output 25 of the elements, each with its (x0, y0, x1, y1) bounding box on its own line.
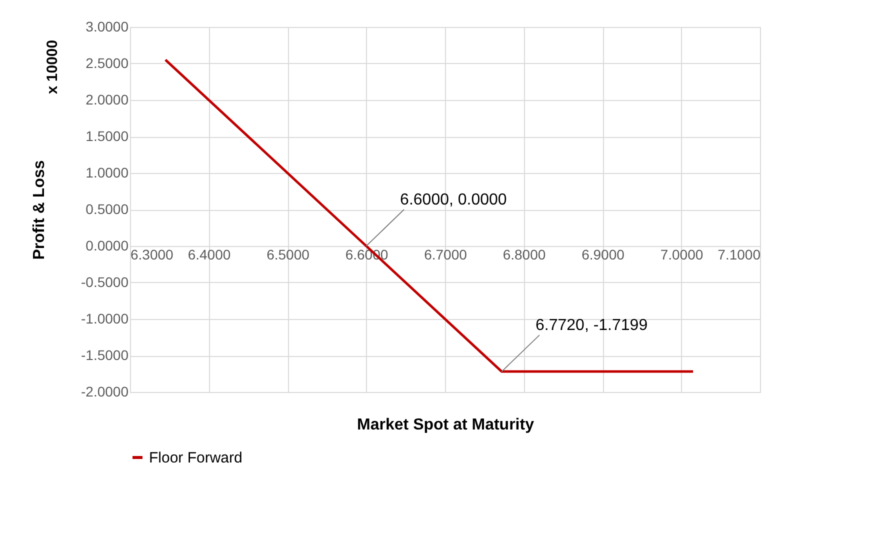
y-tick-label: -1.0000 (81, 310, 129, 326)
x-tick-label: 6.5000 (266, 246, 310, 262)
y-tick-label: 0.5000 (86, 201, 129, 217)
y-tick-label: -1.5000 (81, 347, 129, 363)
y-tick-label: 0.0000 (86, 238, 129, 254)
x-tick-label: 6.4000 (188, 246, 231, 262)
x-tick-label: 6.9000 (582, 246, 625, 262)
y-tick-label: 2.0000 (86, 92, 129, 108)
x-tick-label: 7.0000 (660, 246, 704, 262)
y-tick-label: -0.5000 (81, 274, 129, 290)
annotation: 6.7720, -1.7199 (536, 317, 648, 334)
annotation: 6.6000, 0.0000 (400, 192, 507, 208)
y-tick-label: 3.0000 (86, 18, 129, 34)
y-tick-label: 1.0000 (86, 164, 129, 180)
text: x 10000 (44, 40, 61, 94)
x-tick-label: 6.7000 (424, 246, 468, 262)
y-axis-title: Profit & Loss (31, 160, 48, 260)
y-tick-label: 2.5000 (86, 55, 129, 71)
x-tick-label: 6.3000 (130, 246, 174, 262)
legend-label: Floor Forward (149, 450, 242, 466)
x-axis-title: Market Spot at Maturity (357, 416, 534, 434)
y-tick-label: 1.5000 (86, 128, 129, 144)
x-tick-label: 6.8000 (502, 246, 546, 262)
y-tick-label: -2.0000 (81, 384, 129, 400)
x-tick-label: 7.1000 (718, 246, 761, 262)
